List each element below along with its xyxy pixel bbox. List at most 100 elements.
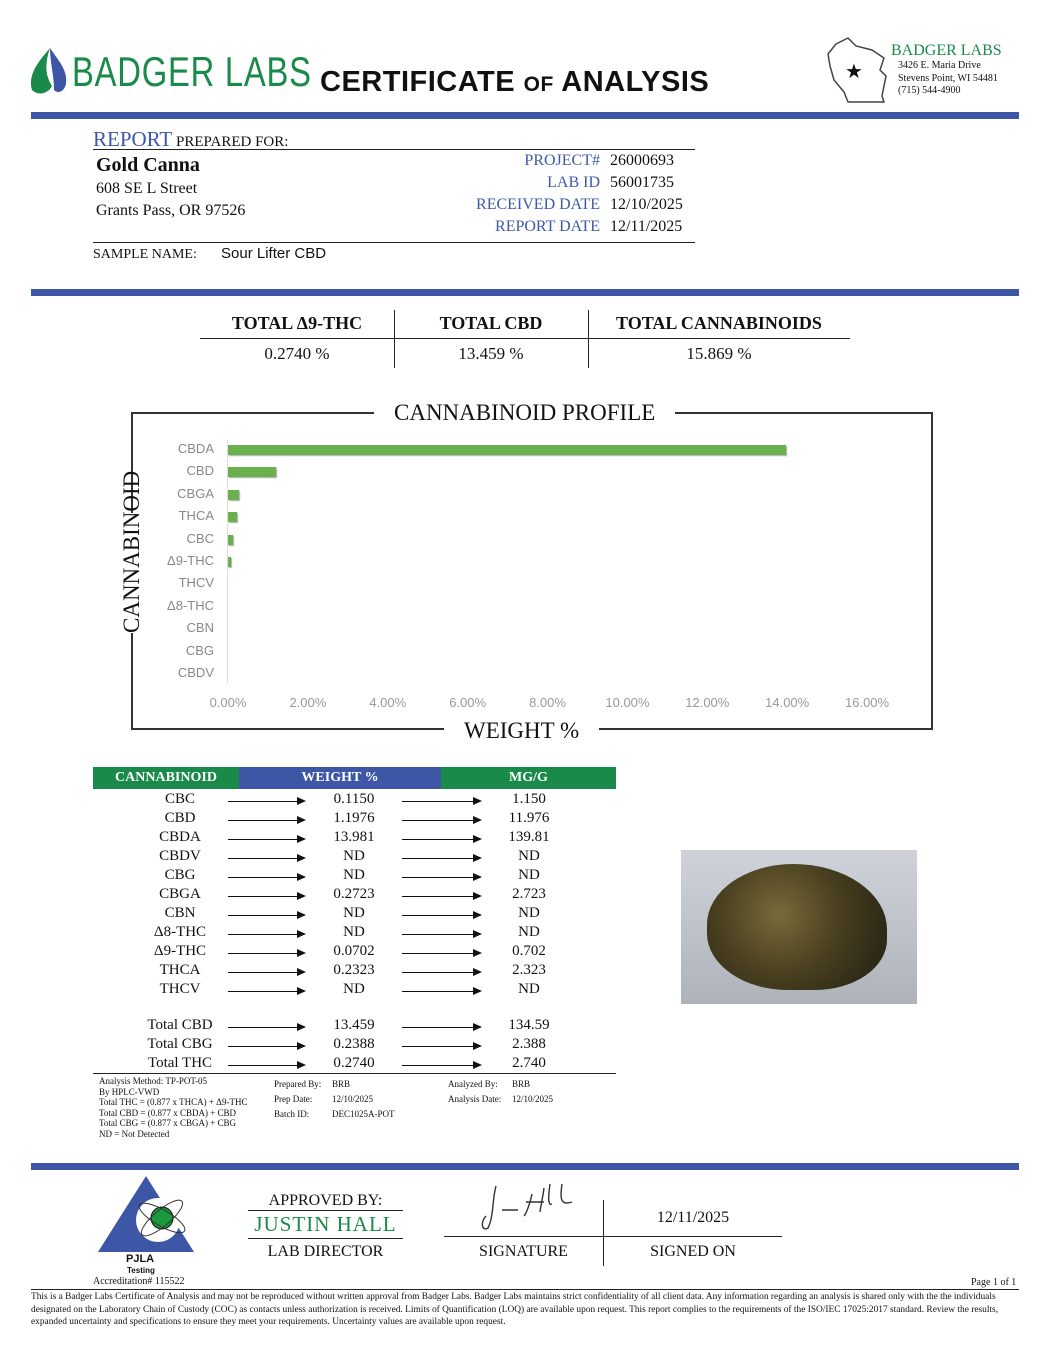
field-value: 12/10/2025 xyxy=(610,196,683,213)
method-line: Total THC = (0.877 x THCA) + Δ9-THC xyxy=(99,1097,248,1107)
field-value: 12/11/2025 xyxy=(610,218,683,235)
weight-percent: 13.981 xyxy=(333,829,375,845)
signature-image xyxy=(481,1183,573,1230)
field-value: 26000693 xyxy=(610,152,674,169)
approved-by-label: APPROVED BY: xyxy=(268,1192,383,1209)
cannabinoid-name: CBN xyxy=(164,905,196,921)
field-label: LAB ID xyxy=(547,174,600,191)
chart-ylabel: CANNABINOID xyxy=(119,470,145,633)
arrow-icon xyxy=(402,835,482,843)
note-row: Batch ID: DEC1025A-POT xyxy=(274,1107,395,1122)
arrow-icon xyxy=(402,968,482,976)
chart-x-tick: 6.00% xyxy=(449,695,487,710)
signature-label: SIGNATURE xyxy=(479,1243,568,1260)
signed-on-label: SIGNED ON xyxy=(650,1243,736,1260)
mg-per-g: ND xyxy=(518,867,540,883)
chart-x-tick: 14.00% xyxy=(765,695,810,710)
mg-per-g: 1.150 xyxy=(512,791,546,807)
client-city: Grants Pass, OR 97526 xyxy=(96,202,246,219)
cannabinoid-name: CBDV xyxy=(159,848,201,864)
weight-percent: 0.0702 xyxy=(333,943,375,959)
cannabinoid-name: Δ9-THC xyxy=(153,943,207,959)
section-divider xyxy=(31,289,1019,296)
chart-category-label: THCA xyxy=(178,508,214,524)
cannabinoid-name: CBG xyxy=(164,867,196,883)
weight-percent: 0.2723 xyxy=(333,886,375,902)
column-header: WEIGHT % xyxy=(239,767,441,789)
weight-percent: 0.2388 xyxy=(333,1036,375,1052)
note-row: Analyzed By: BRB xyxy=(448,1077,553,1092)
client-street: 608 SE L Street xyxy=(96,180,198,197)
chart-x-tick: 2.00% xyxy=(289,695,327,710)
weight-percent: ND xyxy=(343,924,365,940)
document-title: CERTIFICATE OF ANALYSIS xyxy=(320,66,710,98)
note-label: Analysis Date: xyxy=(448,1094,502,1104)
arrow-icon xyxy=(228,873,306,881)
cannabinoid-name: THCV xyxy=(159,981,201,997)
weight-percent: ND xyxy=(343,848,365,864)
arrow-icon xyxy=(228,930,306,938)
logo-text: BADGER LABS xyxy=(72,48,312,95)
note-value: BRB xyxy=(332,1079,351,1089)
weight-percent: ND xyxy=(343,905,365,921)
arrow-icon xyxy=(402,816,482,824)
chart-x-tick: 12.00% xyxy=(685,695,730,710)
chart-category-label: CBDA xyxy=(177,441,214,456)
arrow-icon xyxy=(402,1042,482,1050)
arrow-icon xyxy=(402,930,482,938)
arrow-icon xyxy=(402,892,482,900)
cannabinoid-name: CBC xyxy=(164,791,195,807)
chart-x-tick: 0.00% xyxy=(209,695,247,710)
note-value: DEC1025A-POT xyxy=(332,1109,395,1119)
chart-bar-CBD xyxy=(228,467,276,478)
chart-bar-CBGA xyxy=(228,489,239,500)
chart-category-label: CBD xyxy=(186,463,214,479)
arrow-icon xyxy=(402,949,482,957)
note-value: 12/10/2025 xyxy=(332,1094,374,1104)
field-label: PROJECT# xyxy=(524,152,600,169)
header-divider xyxy=(31,112,1019,119)
column-header: MG/G xyxy=(441,767,616,789)
chart-bar-CBDA xyxy=(228,445,787,455)
mg-per-g: 11.976 xyxy=(508,810,550,826)
cannabinoid-name: Total THC xyxy=(147,1055,213,1071)
method-line: By HPLC-VWD xyxy=(99,1086,160,1097)
field-value: 56001735 xyxy=(610,174,674,191)
weight-percent: 0.2323 xyxy=(333,962,375,978)
arrow-icon xyxy=(402,873,482,881)
svg-text:★: ★ xyxy=(845,61,863,83)
weight-percent: ND xyxy=(343,981,365,997)
footer-divider xyxy=(31,1163,1019,1170)
signed-date: 12/11/2025 xyxy=(656,1209,730,1226)
mg-per-g: 139.81 xyxy=(508,829,550,845)
total-label: TOTAL Δ9-THC xyxy=(231,313,363,333)
field-label: RECEIVED DATE xyxy=(476,196,600,213)
chart-bar-Δ9-THC xyxy=(228,557,231,567)
chart-frame xyxy=(131,412,933,730)
pjla-testing: Testing xyxy=(127,1266,155,1275)
chart-category-label: Δ8-THC xyxy=(167,597,214,613)
chart-title: CANNABINOID PROFILE xyxy=(374,400,676,426)
column-header: CANNABINOID xyxy=(93,767,239,789)
cannabinoid-name: Total CBD xyxy=(147,1017,213,1033)
approver-role: LAB DIRECTOR xyxy=(267,1243,384,1260)
cannabinoid-name: Δ8-THC xyxy=(153,924,207,940)
mg-per-g: ND xyxy=(518,981,540,997)
note-row: Prep Date: 12/10/2025 xyxy=(274,1092,395,1107)
weight-percent: ND xyxy=(343,867,365,883)
client-name: Gold Canna xyxy=(96,154,200,176)
chart-x-tick: 16.00% xyxy=(845,695,890,710)
field-label: REPORT DATE xyxy=(495,218,600,235)
cannabinoid-name: CBGA xyxy=(159,886,201,902)
arrow-icon xyxy=(228,987,306,995)
arrow-icon xyxy=(228,949,306,957)
mg-per-g: 2.723 xyxy=(512,886,546,902)
chart-category-label: CBN xyxy=(186,620,214,636)
disclaimer: This is a Badger Labs Certificate of Ana… xyxy=(31,1292,999,1327)
chart-category-label: Δ9-THC xyxy=(167,553,214,568)
note-label: Batch ID: xyxy=(274,1109,310,1119)
chart-bar-THCA xyxy=(228,512,238,523)
total-value: 15.869 % xyxy=(686,344,752,363)
total-label: TOTAL CANNABINOIDS xyxy=(616,313,822,333)
